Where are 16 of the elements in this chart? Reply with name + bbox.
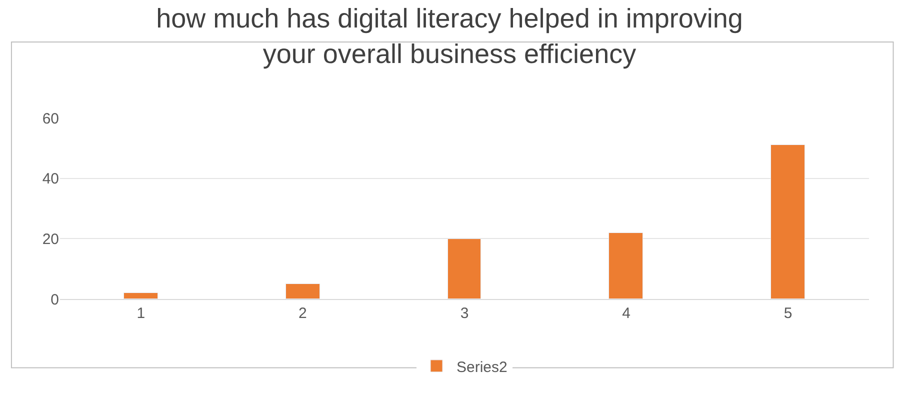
y-tick-label: 60 [42, 110, 59, 128]
chart-title: how much has digital literacy helped in improving your overall business efficiency [156, 4, 743, 69]
bar [124, 292, 158, 299]
x-tick-label: 2 [298, 305, 307, 322]
bar [448, 238, 481, 299]
x-tick-label: 5 [784, 305, 792, 322]
y-tick-label: 20 [42, 230, 59, 248]
bar [286, 284, 320, 299]
y-tick-label: 40 [42, 170, 59, 188]
x-tick-label: 4 [622, 305, 630, 322]
y-tick-label: 0 [50, 291, 59, 308]
x-tick-label: 3 [460, 305, 469, 322]
legend-label: Series2 [456, 358, 508, 376]
bar [770, 144, 805, 299]
x-tick-label: 1 [136, 305, 146, 322]
bar [608, 232, 643, 299]
